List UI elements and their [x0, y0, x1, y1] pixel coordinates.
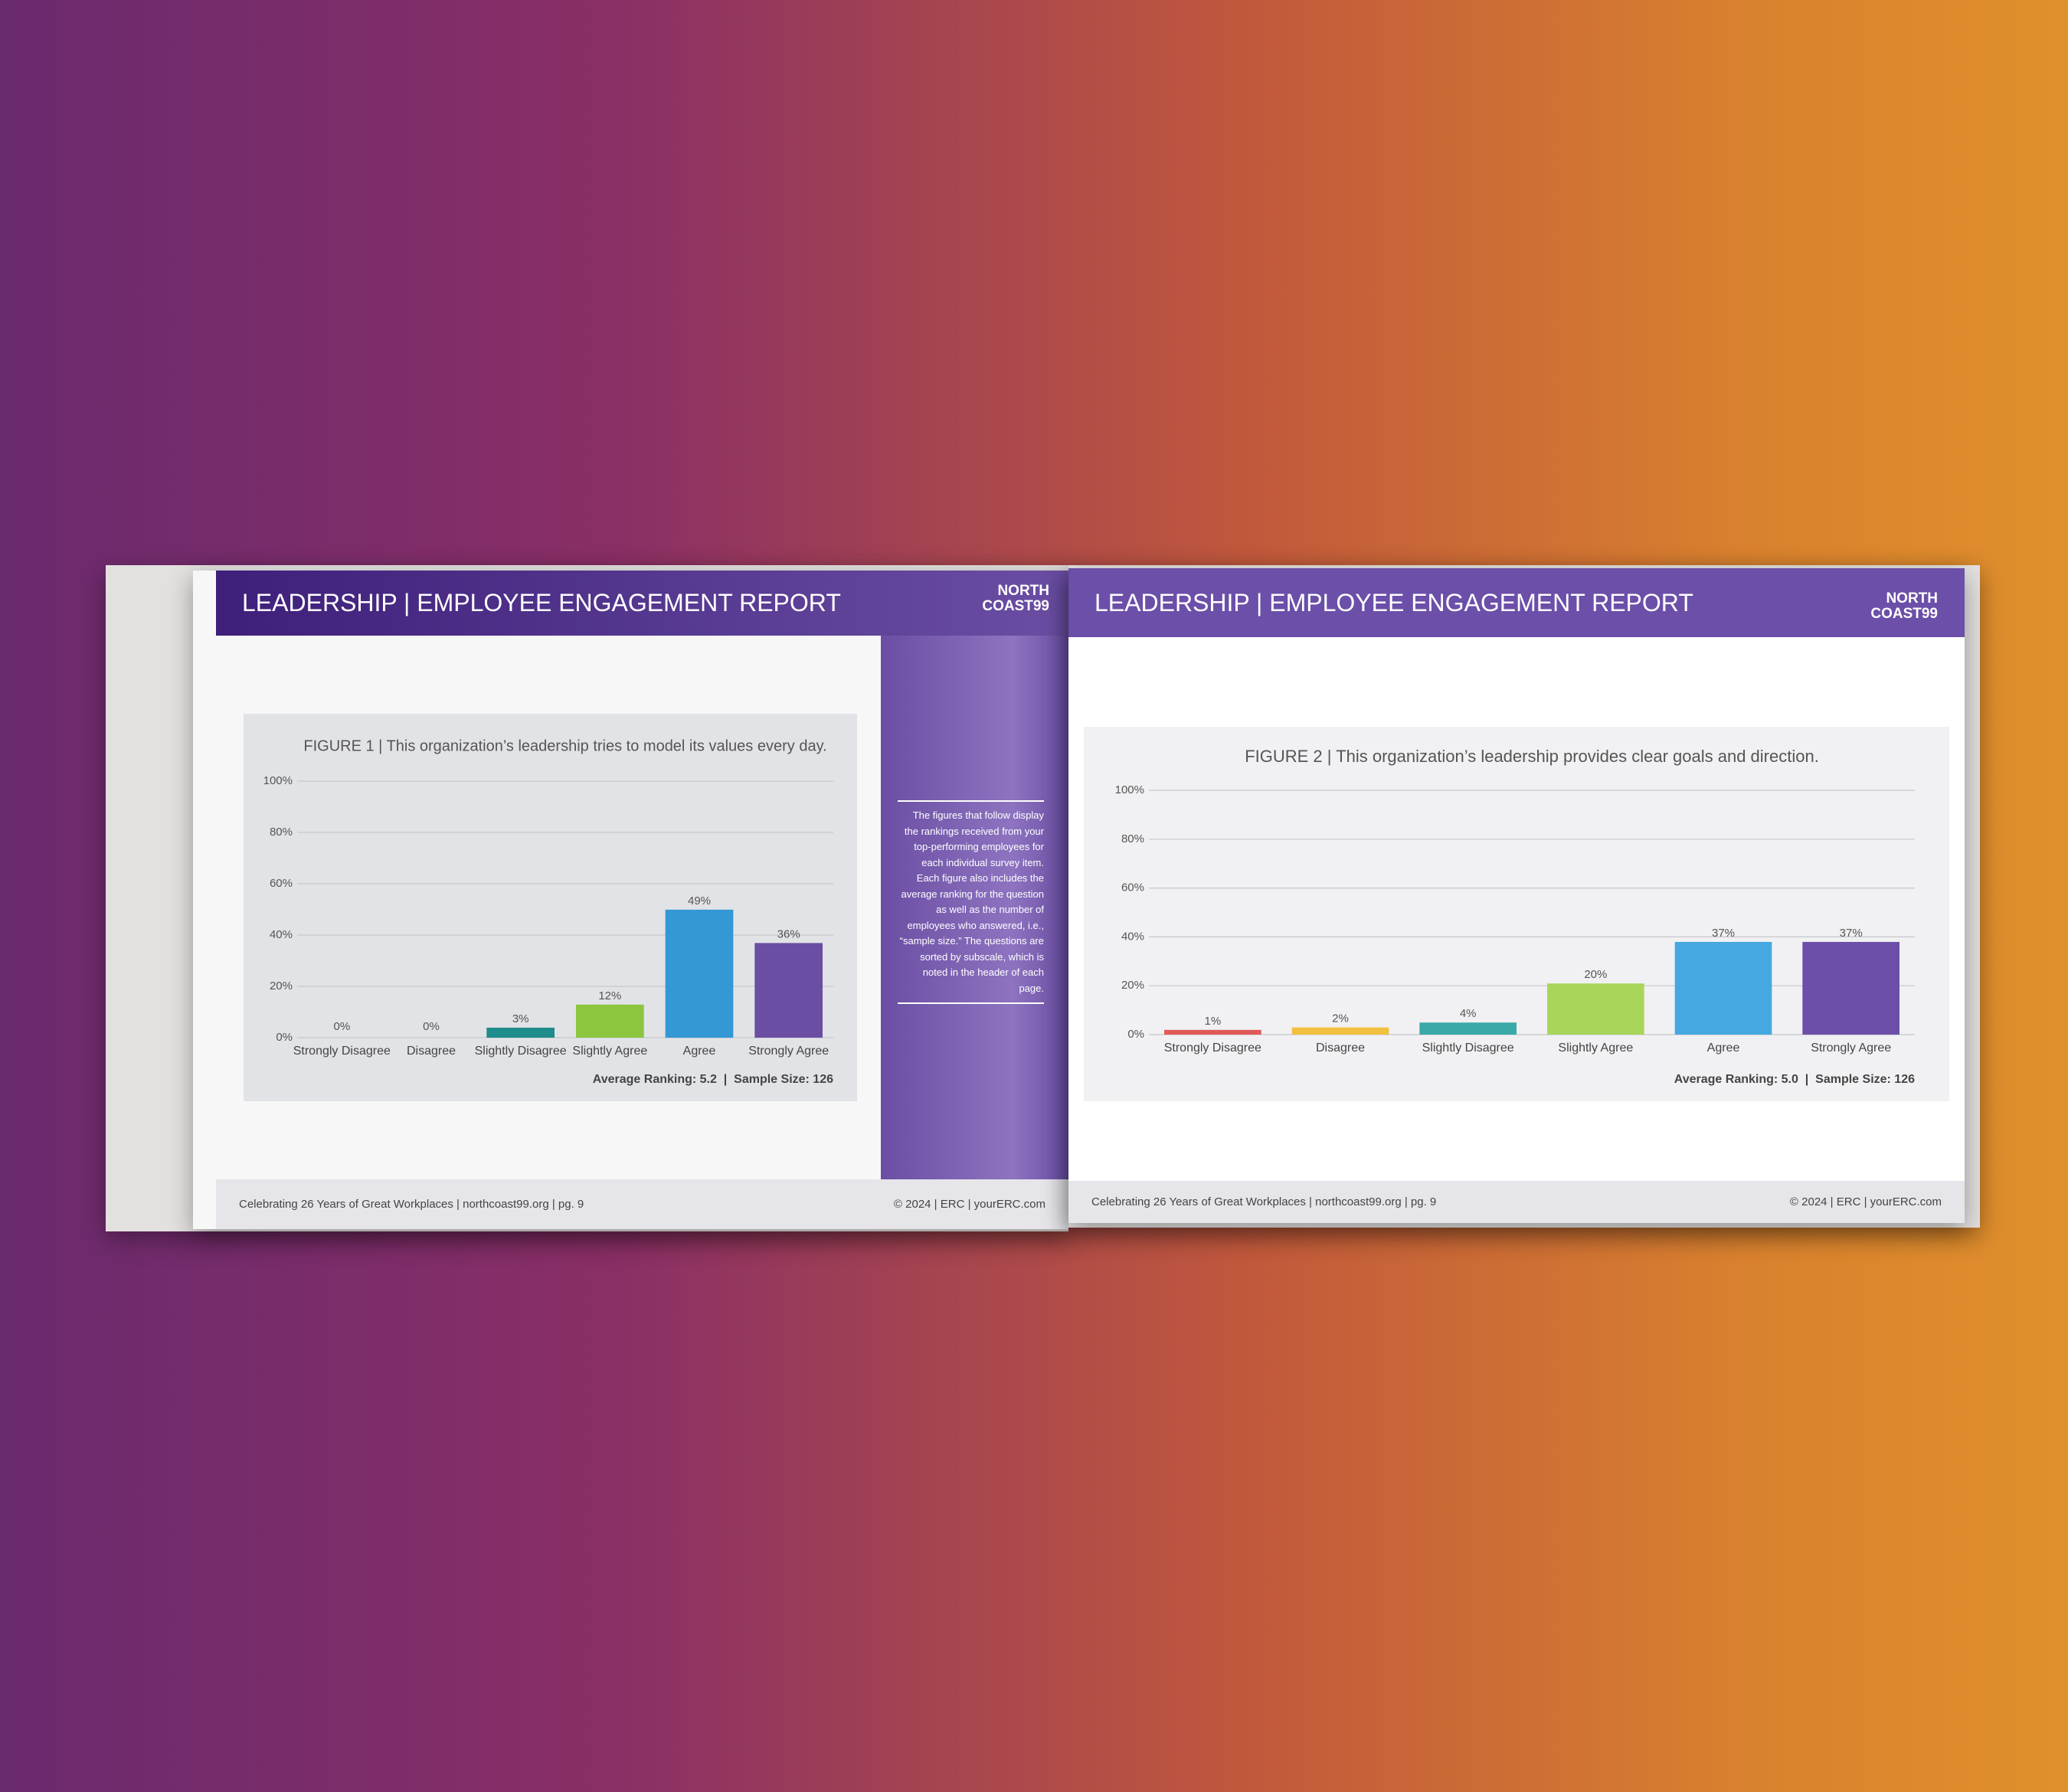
y-tick-label: 40% [1121, 930, 1144, 943]
value-label: 0% [333, 1020, 350, 1033]
chart-title: FIGURE 2 | This organization’s leadershi… [1245, 747, 1819, 766]
value-label: 3% [512, 1012, 529, 1025]
left-footer: Celebrating 26 Years of Great Workplaces… [216, 1179, 1068, 1229]
chart-note: Average Ranking: 5.0 | Sample Size: 126 [1674, 1073, 1915, 1086]
value-label: 37% [1712, 927, 1735, 940]
x-tick-label: Strongly Agree [1811, 1042, 1891, 1055]
right-logo: NORTH COAST99 [1838, 591, 1938, 622]
logo-line: NORTH [997, 583, 1049, 599]
bar [1802, 941, 1899, 1035]
bar [576, 1004, 644, 1038]
chart-panel: FIGURE 1 | This organization’s leadershi… [244, 714, 857, 1101]
header-title: LEADERSHIP | EMPLOYEE ENGAGEMENT REPORT [242, 589, 841, 616]
left-header: LEADERSHIP | EMPLOYEE ENGAGEMENT REPORT [216, 571, 1068, 636]
bar [665, 909, 734, 1038]
value-label: 20% [1584, 968, 1607, 981]
value-label: 2% [1332, 1012, 1349, 1025]
footer-right: © 2024 | ERC | yourERC.com [893, 1198, 1045, 1211]
y-tick-label: 0% [1127, 1028, 1144, 1041]
y-tick-label: 20% [270, 979, 293, 992]
footer-right: © 2024 | ERC | yourERC.com [1789, 1195, 1942, 1208]
value-label: 1% [1204, 1015, 1221, 1028]
chart-panel: FIGURE 2 | This organization’s leadershi… [1084, 727, 1949, 1101]
chart-note: Average Ranking: 5.2 | Sample Size: 126 [593, 1073, 833, 1086]
y-tick-label: 100% [1115, 783, 1144, 796]
value-label: 12% [598, 989, 621, 1002]
value-label: 37% [1840, 927, 1863, 940]
y-tick-label: 80% [270, 826, 293, 839]
bar [1164, 1029, 1261, 1035]
chart-title: FIGURE 1 | This organization’s leadershi… [303, 737, 826, 754]
x-tick-label: Slightly Disagree [475, 1045, 567, 1058]
x-tick-label: Agree [1707, 1042, 1740, 1055]
sidebar-text: The figures that follow display the rank… [898, 800, 1044, 1004]
value-label: 36% [777, 927, 800, 940]
y-tick-label: 60% [270, 877, 293, 890]
x-tick-label: Strongly Disagree [1164, 1042, 1261, 1055]
x-tick-label: Slightly Agree [1558, 1042, 1633, 1055]
bar [1291, 1027, 1389, 1035]
left-logo: NORTH COAST99 [950, 584, 1049, 614]
x-tick-label: Agree [683, 1045, 716, 1058]
bar [1547, 983, 1644, 1035]
y-tick-label: 100% [263, 774, 293, 787]
y-tick-label: 20% [1121, 979, 1144, 992]
x-tick-label: Strongly Agree [748, 1045, 829, 1058]
bar [486, 1027, 555, 1038]
y-tick-label: 40% [270, 928, 293, 941]
x-tick-label: Disagree [1316, 1042, 1365, 1055]
bar [754, 943, 823, 1038]
header-title: LEADERSHIP | EMPLOYEE ENGAGEMENT REPORT [1095, 588, 1693, 616]
sidebar: The figures that follow display the rank… [881, 636, 1068, 1185]
right-footer: Celebrating 26 Years of Great Workplaces… [1068, 1181, 1965, 1223]
value-label: 4% [1460, 1007, 1477, 1020]
bar [1419, 1022, 1517, 1035]
y-tick-label: 60% [1121, 881, 1144, 894]
logo-line: COAST99 [1870, 606, 1938, 622]
logo-line: NORTH [1886, 590, 1938, 607]
y-tick-label: 80% [1121, 832, 1144, 845]
footer-left: Celebrating 26 Years of Great Workplaces… [239, 1198, 584, 1211]
chart: FIGURE 1 | This organization’s leadershi… [263, 737, 833, 1086]
x-tick-label: Slightly Agree [572, 1045, 647, 1058]
x-tick-label: Strongly Disagree [293, 1045, 391, 1058]
right-header: LEADERSHIP | EMPLOYEE ENGAGEMENT REPORT [1068, 568, 1965, 637]
y-tick-label: 0% [276, 1031, 293, 1044]
logo-line: COAST99 [982, 598, 1049, 614]
value-label: 49% [688, 894, 711, 907]
x-tick-label: Slightly Disagree [1422, 1042, 1514, 1055]
chart: FIGURE 2 | This organization’s leadershi… [1115, 747, 1915, 1086]
bar [1674, 941, 1772, 1035]
x-tick-label: Disagree [407, 1045, 456, 1058]
value-label: 0% [423, 1020, 440, 1033]
footer-left: Celebrating 26 Years of Great Workplaces… [1091, 1195, 1437, 1208]
